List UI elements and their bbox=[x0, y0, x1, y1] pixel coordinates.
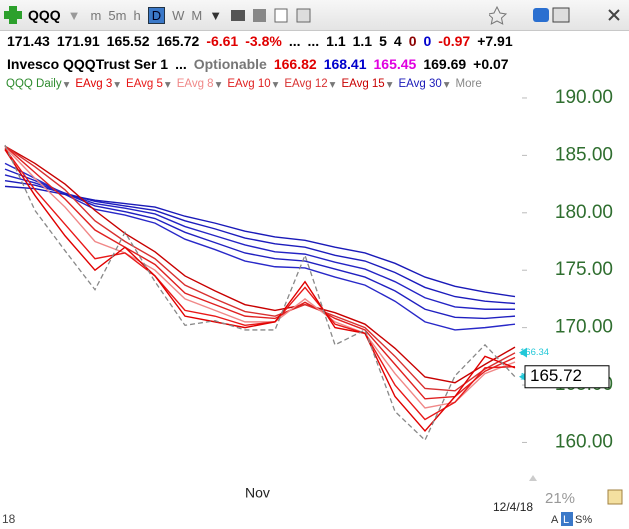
quote-field: 1.1 bbox=[352, 33, 373, 49]
info-field: Optionable bbox=[193, 56, 267, 72]
interval[interactable]: h bbox=[133, 7, 141, 23]
quote-field: 4 bbox=[393, 33, 402, 49]
info-field: 168.41 bbox=[323, 56, 367, 72]
last-date: 12/4/18 bbox=[493, 500, 533, 514]
add-icon[interactable] bbox=[2, 4, 24, 26]
moving-average bbox=[4, 174, 515, 310]
toolbar-right-icons[interactable] bbox=[489, 4, 629, 26]
year-label: 18 bbox=[2, 512, 16, 526]
mode[interactable]: L bbox=[563, 514, 569, 526]
x-tick-label: Nov bbox=[245, 485, 270, 501]
info-field: 166.82 bbox=[273, 56, 317, 72]
info-field: +0.07 bbox=[473, 56, 509, 72]
info-field: ... bbox=[175, 56, 187, 72]
legend-entry: EAvg 5 bbox=[126, 78, 163, 90]
legend-arrow: ▾ bbox=[114, 79, 121, 91]
price-marker: 166.34 bbox=[520, 347, 549, 358]
info-field: 165.45 bbox=[373, 56, 417, 72]
quote-field: 0 bbox=[408, 33, 417, 49]
y-tick-label: 170.00 bbox=[555, 317, 613, 338]
y-tick-label: 160.00 bbox=[555, 431, 613, 452]
quote-field: ... bbox=[288, 33, 301, 49]
moving-average bbox=[4, 145, 516, 400]
scroll-arrow[interactable] bbox=[529, 475, 537, 481]
price-line bbox=[4, 144, 516, 442]
moving-average bbox=[4, 146, 516, 409]
legend-arrow: ▾ bbox=[164, 79, 171, 91]
moving-average bbox=[4, 145, 516, 384]
quote-field: 0 bbox=[423, 33, 432, 49]
legend-more: More bbox=[455, 78, 482, 90]
last-price-box bbox=[524, 365, 610, 389]
moving-average bbox=[4, 148, 516, 421]
moving-average bbox=[4, 179, 516, 305]
symbol[interactable]: QQQ bbox=[28, 7, 61, 23]
legend-arrow: ▾ bbox=[443, 79, 450, 91]
footer-bg bbox=[0, 480, 629, 529]
info-field: Invesco QQQTrust Ser 1 bbox=[7, 56, 169, 72]
moving-average bbox=[4, 185, 516, 298]
legend-entry: EAvg 8 bbox=[176, 78, 214, 90]
quote-field: 171.91 bbox=[56, 33, 100, 49]
zoom: 21% bbox=[545, 490, 575, 507]
legend-arrow: ▾ bbox=[386, 79, 393, 91]
legend-arrow: ▾ bbox=[63, 79, 70, 91]
moving-average bbox=[4, 149, 516, 433]
quote-row: 171.43 171.91 165.52 165.72 -6.61 -3.8%......… bbox=[0, 30, 629, 52]
y-tick-label: 190.00 bbox=[555, 87, 613, 108]
toolbar: QQQ ▼ m 5m h D W M ▼ bbox=[0, 0, 629, 31]
legend-arrow: ▾ bbox=[215, 79, 222, 91]
legend-entry: EAvg 30 bbox=[398, 78, 442, 90]
legend: QQQ Daily ▾ EAvg 3 ▾ EAvg 5 ▾ EAvg 8 ▾ EAvg 10 ▾ E… bbox=[0, 75, 629, 93]
quote-field: 1.1 bbox=[326, 33, 346, 49]
interval-active[interactable]: D bbox=[147, 6, 166, 24]
info-row: Invesco QQQTrust Ser 1... Optionable 166.8… bbox=[0, 53, 629, 75]
quote-field: ... bbox=[307, 33, 320, 49]
quote-field: 165.52 bbox=[106, 33, 150, 49]
legend-entry: EAvg 15 bbox=[341, 78, 385, 90]
interval[interactable]: W bbox=[172, 7, 185, 23]
quote-field: 5 bbox=[379, 33, 387, 49]
toolbar-icons[interactable] bbox=[229, 5, 359, 25]
y-tick-label: 175.00 bbox=[555, 259, 613, 280]
mode[interactable]: S% bbox=[575, 514, 592, 526]
legend-arrow: ▾ bbox=[329, 79, 336, 91]
legend-entry: EAvg 3 bbox=[75, 78, 113, 90]
y-tick-label: 180.00 bbox=[555, 202, 613, 223]
y-tick-label: 185.00 bbox=[555, 144, 613, 165]
quote-field: 165.72 bbox=[156, 33, 200, 49]
legend-entry: QQQ Daily bbox=[6, 78, 62, 90]
legend-entry: EAvg 12 bbox=[284, 78, 328, 90]
interval[interactable]: m bbox=[90, 7, 102, 23]
moving-average bbox=[4, 168, 516, 320]
moving-average bbox=[4, 162, 516, 331]
quote-field: +7.91 bbox=[477, 33, 513, 49]
draw-icon[interactable] bbox=[607, 489, 623, 505]
quote-field: 171.43 bbox=[7, 33, 50, 49]
interval[interactable]: 5m bbox=[108, 7, 127, 23]
info-field: 169.69 bbox=[423, 56, 467, 72]
legend-entry: EAvg 10 bbox=[227, 78, 271, 90]
mode-bg bbox=[561, 512, 573, 526]
moving-average bbox=[4, 145, 516, 392]
interval[interactable]: M bbox=[191, 7, 203, 23]
price-marker-arrow bbox=[519, 347, 527, 358]
mode[interactable]: A bbox=[551, 514, 559, 526]
quote-field: -6.61 bbox=[206, 33, 239, 49]
legend-arrow: ▾ bbox=[272, 79, 279, 91]
last-price: 165.72 bbox=[530, 366, 582, 385]
quote-field: -0.97 bbox=[438, 33, 471, 49]
quote-field: -3.8% bbox=[245, 33, 282, 49]
